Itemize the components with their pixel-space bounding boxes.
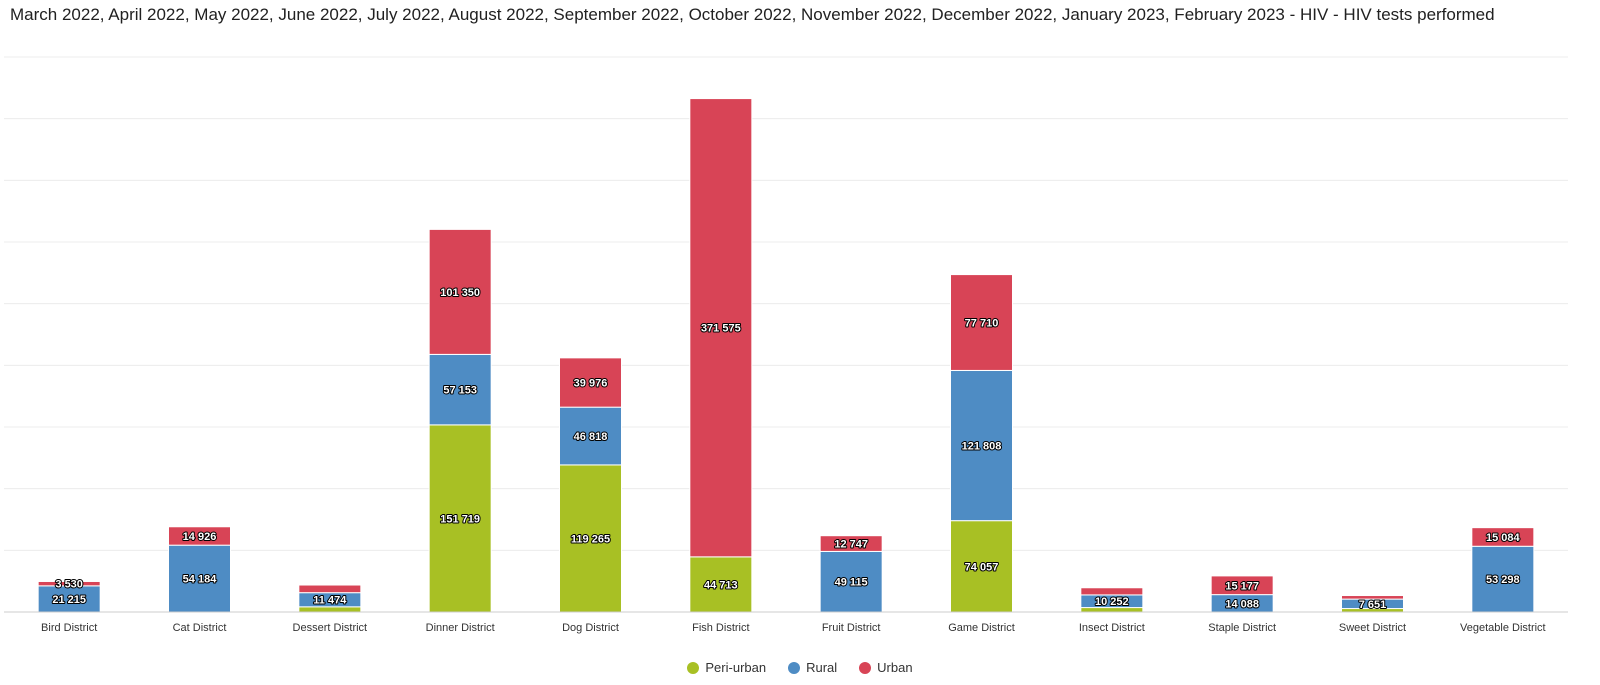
x-tick-label: Sweet District bbox=[1339, 622, 1406, 634]
x-tick-label: Cat District bbox=[173, 622, 227, 634]
data-label: 39 976 bbox=[574, 378, 608, 390]
bar-segment[interactable] bbox=[559, 464, 622, 613]
x-axis-tick-labels: Bird District Cat District Dessert Distric… bbox=[41, 622, 1546, 634]
data-label: 15 177 bbox=[1225, 580, 1259, 592]
data-label: 14 926 bbox=[183, 531, 217, 543]
data-label: 74 057 bbox=[965, 561, 999, 573]
data-label: 121 808 bbox=[962, 441, 1002, 453]
legend-swatch bbox=[788, 661, 801, 674]
bar-segment[interactable] bbox=[298, 584, 362, 594]
x-tick-label: Dinner District bbox=[426, 622, 495, 634]
legend: Peri-urban Rural Urban bbox=[0, 660, 1600, 675]
bar-segment[interactable] bbox=[168, 544, 231, 613]
data-label: 46 818 bbox=[574, 431, 608, 443]
data-label: 101 350 bbox=[440, 287, 480, 299]
bar-segment[interactable] bbox=[819, 535, 883, 552]
bar-segment[interactable] bbox=[689, 556, 753, 613]
data-label: 14 088 bbox=[1225, 598, 1259, 610]
bar-segment[interactable] bbox=[428, 228, 492, 355]
x-tick-label: Insect District bbox=[1079, 622, 1145, 634]
x-tick-label: Fish District bbox=[692, 622, 749, 634]
bar-segment[interactable] bbox=[950, 274, 1013, 371]
bar-segment[interactable] bbox=[950, 520, 1013, 613]
bar-segment[interactable] bbox=[298, 606, 362, 613]
x-tick-label: Vegetable District bbox=[1460, 622, 1546, 634]
data-label: 49 115 bbox=[835, 577, 868, 589]
legend-label: Peri-urban bbox=[705, 660, 767, 675]
data-label: 10 252 bbox=[1095, 596, 1129, 608]
data-label: 7 651 bbox=[1359, 599, 1387, 611]
bar-segment[interactable] bbox=[37, 580, 101, 587]
bar-segment[interactable] bbox=[428, 353, 492, 426]
bar-segment[interactable] bbox=[1210, 575, 1274, 596]
data-label: 3 530 bbox=[55, 579, 83, 591]
data-label: 77 710 bbox=[965, 318, 999, 330]
bar-segment[interactable] bbox=[1471, 527, 1535, 547]
legend-swatch bbox=[687, 661, 700, 674]
x-tick-label: Game District bbox=[948, 622, 1015, 634]
data-label: 151 719 bbox=[440, 513, 480, 525]
bar-segment[interactable] bbox=[37, 585, 101, 613]
bar-segment[interactable] bbox=[1471, 545, 1535, 613]
bar-segment[interactable] bbox=[428, 424, 492, 613]
bar-segment[interactable] bbox=[689, 98, 753, 558]
data-labels: 21 215 3 530 54 184 14 926 11 474 151 719 57 1… bbox=[51, 286, 1521, 612]
legend-label: Urban bbox=[877, 660, 913, 675]
data-label: 53 298 bbox=[1486, 574, 1520, 586]
bar-segment[interactable] bbox=[559, 357, 622, 408]
legend-item[interactable]: Urban bbox=[859, 660, 913, 675]
bar-segment[interactable] bbox=[950, 369, 1013, 522]
x-tick-label: Dog District bbox=[562, 622, 619, 634]
x-tick-label: Fruit District bbox=[822, 622, 881, 634]
gridlines bbox=[4, 56, 1568, 551]
bar-segment[interactable] bbox=[559, 406, 622, 466]
data-label: 57 153 bbox=[443, 385, 477, 397]
bar-segment[interactable] bbox=[168, 526, 231, 546]
x-tick-label: Bird District bbox=[41, 622, 97, 634]
bar-segment[interactable] bbox=[819, 550, 883, 613]
legend-swatch bbox=[859, 661, 872, 674]
data-label: 119 265 bbox=[571, 533, 610, 545]
bar-segment[interactable] bbox=[1080, 587, 1144, 596]
bar-stacks bbox=[37, 98, 1535, 613]
data-label: 11 474 bbox=[313, 595, 347, 607]
legend-item[interactable]: Rural bbox=[788, 660, 837, 675]
data-label: 371 575 bbox=[701, 323, 741, 335]
data-label: 12 747 bbox=[834, 539, 868, 551]
bar-segment[interactable] bbox=[1341, 595, 1404, 600]
legend-item[interactable]: Peri-urban bbox=[687, 660, 766, 675]
x-tick-label: Staple District bbox=[1208, 622, 1276, 634]
x-tick-label: Dessert District bbox=[293, 622, 368, 634]
legend-label: Rural bbox=[806, 660, 838, 675]
data-label: 54 184 bbox=[183, 574, 218, 586]
data-label: 21 215 bbox=[52, 594, 86, 606]
data-label: 15 084 bbox=[1486, 532, 1521, 544]
data-label: 44 713 bbox=[704, 579, 738, 591]
chart-title: March 2022, April 2022, May 2022, June 2… bbox=[10, 5, 1495, 24]
